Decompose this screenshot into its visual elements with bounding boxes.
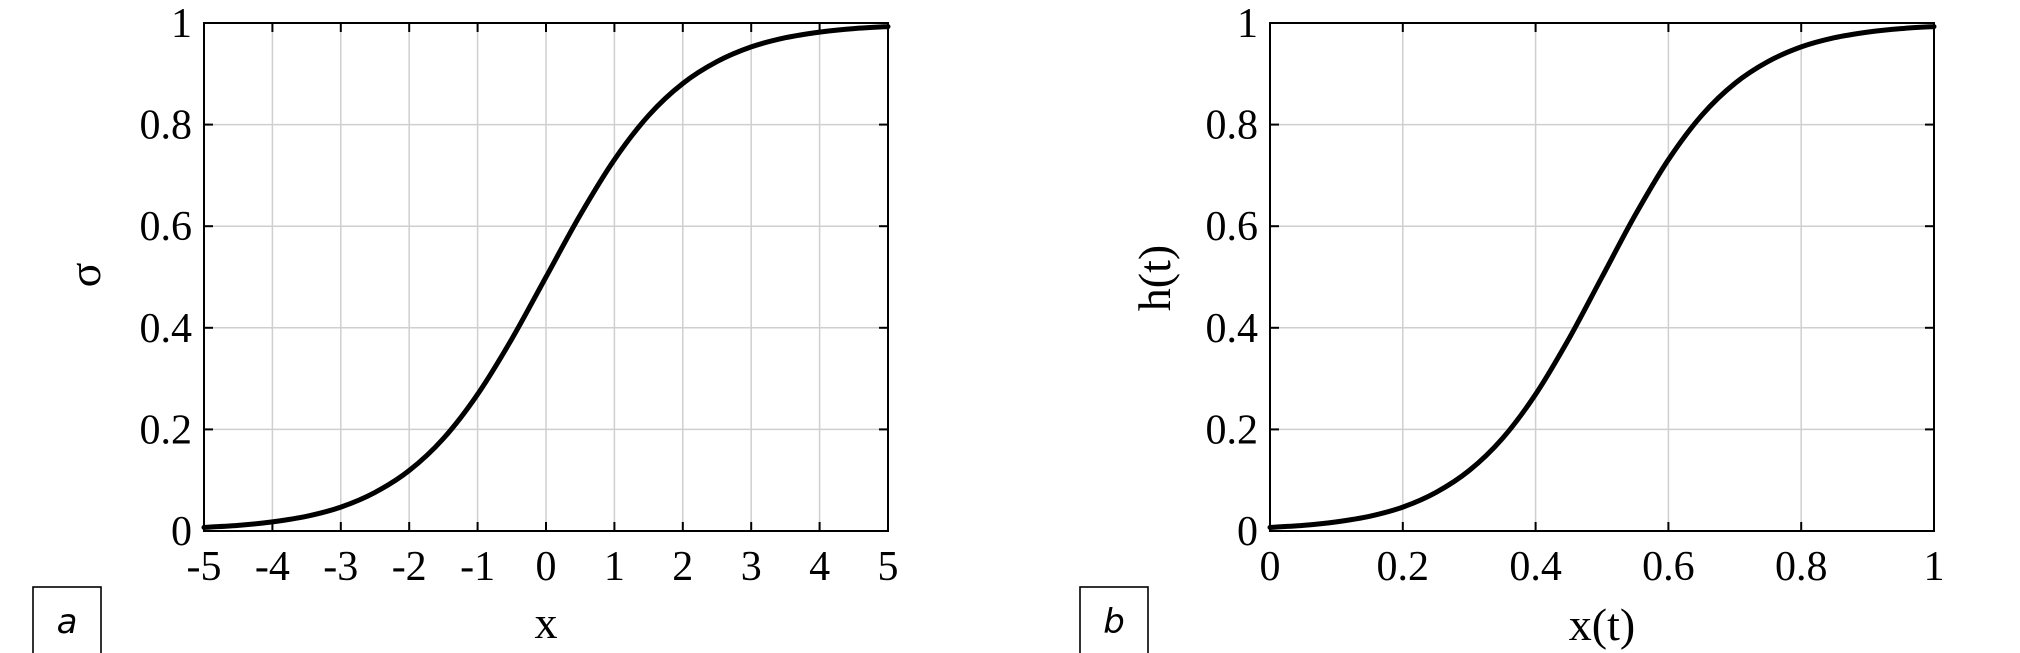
x-tick-label: -4 (255, 544, 290, 590)
series-line-b-0 (1267, 24, 1937, 530)
y-tick-label: 0.8 (140, 103, 193, 149)
x-tick-label: 3 (741, 544, 762, 590)
plot-frame (1269, 22, 1935, 532)
y-tick-label: 0.2 (140, 407, 193, 453)
series-line-a-0 (201, 24, 891, 530)
x-tick-label: 4 (809, 544, 830, 590)
x-tick-label: 1 (604, 544, 625, 590)
x-tick-label: -2 (392, 544, 427, 590)
y-tick-label: 1 (1237, 1, 1258, 47)
y-tick-label: 0.6 (1206, 204, 1259, 250)
x-tick-label: 5 (878, 544, 899, 590)
x-axis-label: x (535, 597, 558, 648)
plot-frame (203, 22, 889, 532)
x-tick-label: 0.8 (1775, 544, 1828, 590)
y-tick-label: 0.8 (1206, 103, 1259, 149)
y-tick-label: 0.6 (140, 204, 193, 250)
panel-label: a (57, 602, 78, 642)
panel-label-box (32, 586, 102, 653)
x-tick-label: 0 (1260, 544, 1281, 590)
x-tick-label: 0.2 (1377, 544, 1430, 590)
y-tick-label: 0 (171, 509, 192, 555)
y-axis-label: σ (59, 262, 110, 287)
y-tick-label: 1 (171, 1, 192, 47)
x-axis-label: x(t) (1569, 599, 1635, 650)
panel-label: b (1103, 602, 1125, 642)
x-tick-label: -3 (323, 544, 358, 590)
x-tick-label: 1 (1924, 544, 1945, 590)
y-tick-label: 0 (1237, 509, 1258, 555)
x-tick-label: -1 (460, 544, 495, 590)
x-tick-label: 0.4 (1509, 544, 1562, 590)
chart-panel-b: 0 0.2 0.4 0.6 0.8 1 0 0.2 0.4 0.6 0.8 1 x(t) h(t) b (1079, 1, 1945, 653)
x-tick-label: -5 (187, 544, 222, 590)
y-tick-label: 0.4 (1206, 306, 1259, 352)
y-axis-label: h(t) (1129, 245, 1180, 311)
x-tick-label: 0.6 (1642, 544, 1695, 590)
y-tick-label: 0.2 (1206, 407, 1259, 453)
panel-label-box (1079, 586, 1149, 653)
y-tick-label: 0.4 (140, 306, 193, 352)
x-tick-label: 0 (536, 544, 557, 590)
x-tick-label: 2 (672, 544, 693, 590)
